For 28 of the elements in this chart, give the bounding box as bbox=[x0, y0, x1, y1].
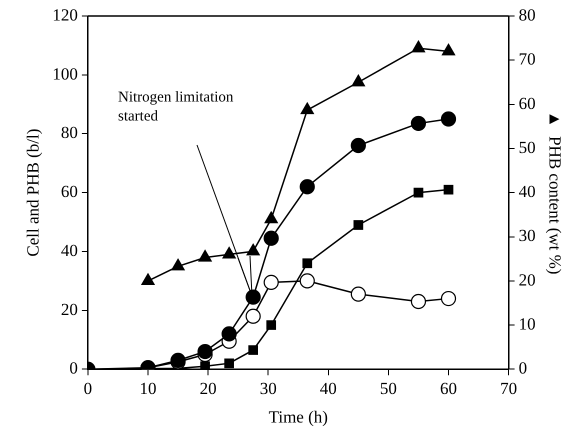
annotation: Nitrogen limitation started bbox=[118, 89, 234, 124]
x-axis-title: Time (h) bbox=[268, 407, 328, 426]
y2-tick-label: 10 bbox=[518, 314, 536, 334]
x-tick-label: 50 bbox=[380, 378, 397, 398]
y-tick-label: 100 bbox=[52, 64, 78, 84]
y2-tick-label: 20 bbox=[518, 270, 536, 290]
y2-tick-label: 80 bbox=[518, 5, 536, 24]
y2-tick-label: 0 bbox=[518, 358, 528, 378]
x-tick-label: 30 bbox=[260, 378, 277, 398]
y2-tick-label: 50 bbox=[518, 138, 536, 157]
y-axis-title: Cell and PHB (b/l) bbox=[24, 128, 43, 257]
x-tick-label: 40 bbox=[320, 378, 337, 398]
x-tick-label: 10 bbox=[140, 378, 156, 398]
y2-tick-label: 40 bbox=[518, 182, 536, 202]
x-tick-label: 70 bbox=[500, 378, 518, 398]
y-tick-label: 60 bbox=[60, 182, 78, 202]
y2-tick-label: 60 bbox=[518, 94, 536, 113]
y-tick-label: 20 bbox=[60, 300, 78, 319]
x-tick-label: 0 bbox=[84, 378, 92, 398]
y2-tick-label: 70 bbox=[518, 50, 536, 69]
y-tick-label: 0 bbox=[69, 358, 78, 378]
x-tick-label: 60 bbox=[440, 378, 457, 398]
y-tick-label: 80 bbox=[60, 123, 78, 142]
y-tick-label: 40 bbox=[60, 240, 78, 260]
y2-axis-title: ▲ PHB content (wt %) bbox=[545, 110, 564, 274]
y-tick-label: 120 bbox=[52, 5, 78, 24]
x-tick-label: 20 bbox=[200, 378, 217, 398]
y2-tick-label: 30 bbox=[518, 226, 536, 246]
